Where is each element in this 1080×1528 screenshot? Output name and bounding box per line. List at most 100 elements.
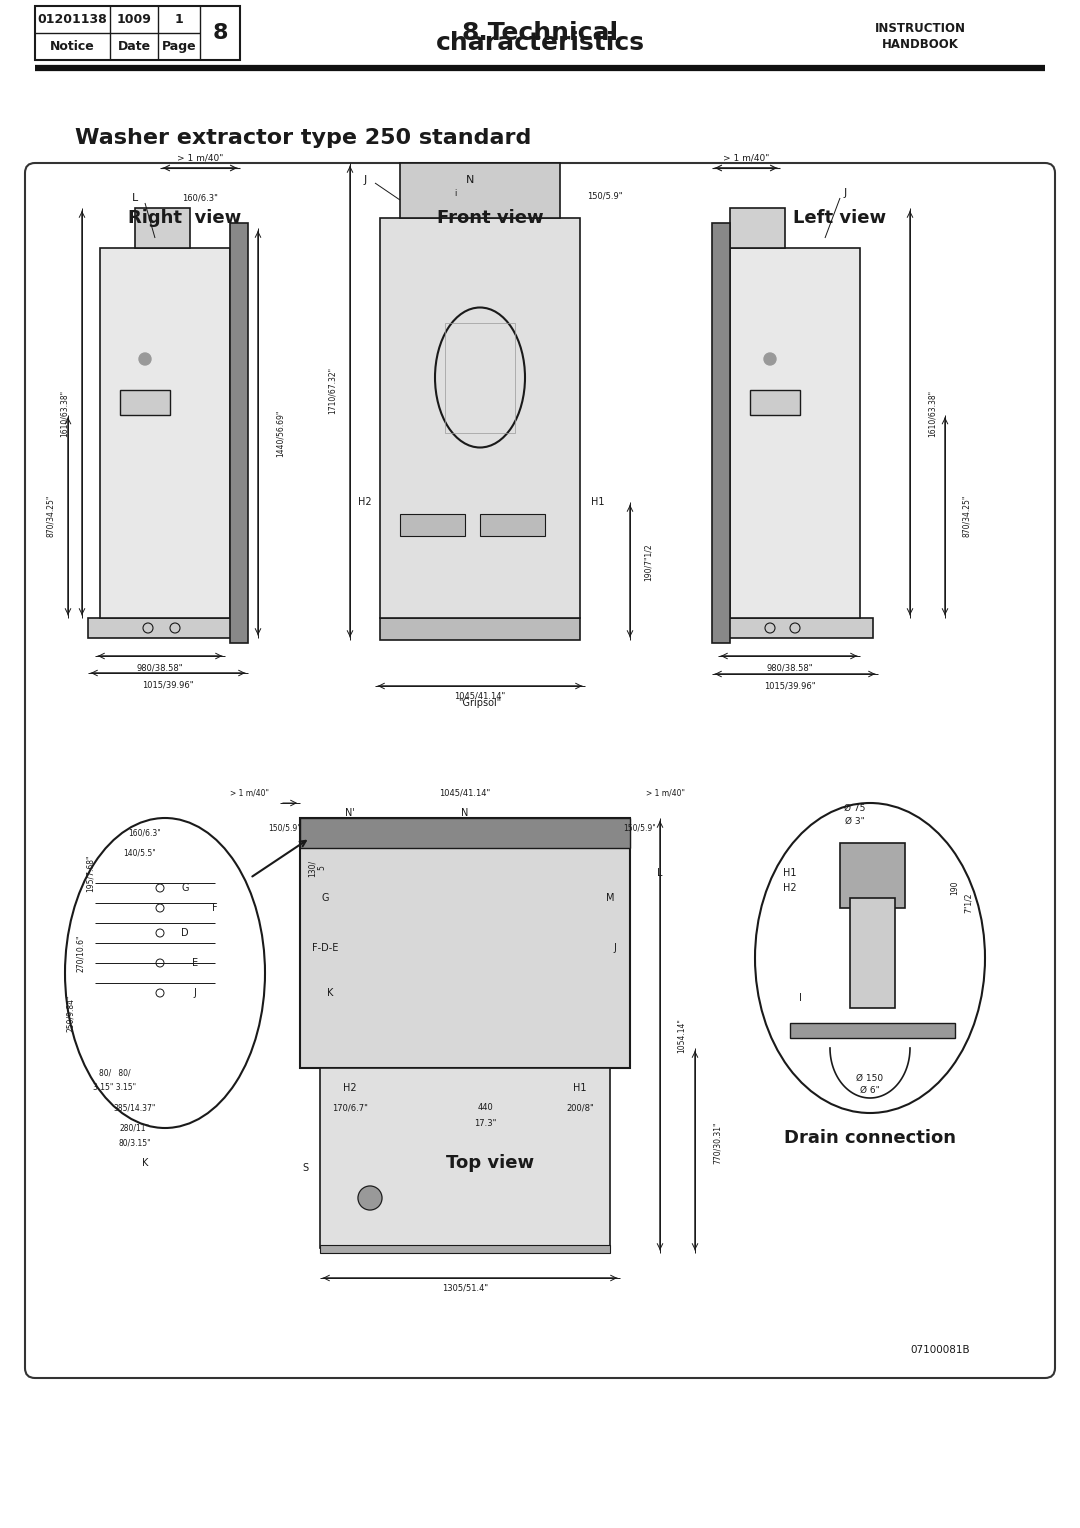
Text: 870/34.25": 870/34.25" — [45, 495, 54, 538]
Bar — [230, 223, 248, 643]
Text: H2: H2 — [783, 883, 797, 892]
Text: 80/   80/: 80/ 80/ — [99, 1068, 131, 1077]
Text: Front view: Front view — [436, 209, 543, 228]
Text: 770/30.31": 770/30.31" — [713, 1122, 721, 1164]
Text: 07100081B: 07100081B — [910, 1345, 970, 1355]
Text: > 1 m/40": > 1 m/40" — [230, 788, 270, 798]
Text: 870/34.25": 870/34.25" — [962, 495, 972, 538]
Text: 170/6.7": 170/6.7" — [332, 1103, 368, 1112]
Text: Left view: Left view — [794, 209, 887, 228]
Text: 130/: 130/ — [308, 859, 316, 877]
Text: 1710/67.32": 1710/67.32" — [327, 367, 337, 414]
Text: characteristics: characteristics — [435, 32, 645, 55]
Text: 8: 8 — [213, 23, 228, 43]
Text: K: K — [327, 989, 334, 998]
Text: Page: Page — [162, 40, 197, 53]
Text: Ø 3": Ø 3" — [846, 816, 865, 825]
Text: 190: 190 — [950, 880, 959, 895]
Text: 150/5.9": 150/5.9" — [269, 824, 301, 833]
Text: Ø 150: Ø 150 — [856, 1074, 883, 1082]
Text: Notice: Notice — [50, 40, 95, 53]
Bar — [730, 208, 785, 248]
Circle shape — [357, 1186, 382, 1210]
Text: 1009: 1009 — [117, 14, 151, 26]
Text: D: D — [181, 927, 189, 938]
Text: 01201138: 01201138 — [38, 14, 107, 26]
Text: i: i — [454, 188, 456, 197]
Text: Top view: Top view — [446, 1154, 535, 1172]
Text: 250/9.84": 250/9.84" — [66, 995, 75, 1031]
Text: HANDBOOK: HANDBOOK — [881, 38, 958, 50]
Bar — [380, 219, 580, 617]
Text: Right  view: Right view — [129, 209, 242, 228]
Bar — [120, 390, 170, 414]
Bar — [380, 617, 580, 640]
Bar — [730, 248, 860, 617]
Text: 280/11": 280/11" — [120, 1123, 150, 1132]
Text: H2: H2 — [359, 497, 372, 507]
Text: 1045/41.14": 1045/41.14" — [455, 692, 505, 700]
Text: J: J — [613, 943, 617, 953]
Text: 1305/51.4": 1305/51.4" — [442, 1284, 488, 1293]
Text: 1045/41.14": 1045/41.14" — [440, 788, 490, 798]
Bar — [850, 898, 895, 1008]
Bar — [300, 817, 630, 848]
Text: 160/6.3": 160/6.3" — [129, 828, 161, 837]
Text: 7"1/2: 7"1/2 — [963, 892, 972, 914]
Bar — [712, 223, 730, 643]
Text: K: K — [141, 1158, 148, 1167]
Text: 150/5.9": 150/5.9" — [588, 191, 623, 200]
Text: 160/6.3": 160/6.3" — [183, 194, 218, 203]
Text: F-D-E: F-D-E — [312, 943, 338, 953]
Text: 270/10.6": 270/10.6" — [76, 934, 84, 972]
Text: H1: H1 — [573, 1083, 586, 1093]
Text: 1610/63.38": 1610/63.38" — [928, 390, 936, 437]
Bar — [100, 248, 230, 617]
Text: 140/5.5": 140/5.5" — [123, 848, 157, 857]
Text: F: F — [212, 903, 218, 914]
Text: 1440/56.69": 1440/56.69" — [275, 410, 284, 457]
Bar — [718, 617, 873, 639]
Bar — [840, 843, 905, 908]
Bar — [35, 6, 240, 60]
Text: "Gripsol": "Gripsol" — [458, 698, 501, 707]
Text: G: G — [321, 892, 328, 903]
Text: J: J — [843, 188, 847, 199]
Text: 980/38.58": 980/38.58" — [767, 663, 813, 672]
Text: L: L — [658, 868, 663, 879]
Text: H1: H1 — [591, 497, 605, 507]
Text: 1: 1 — [175, 14, 184, 26]
Text: 17.3": 17.3" — [474, 1118, 496, 1128]
Text: H2: H2 — [343, 1083, 356, 1093]
Text: > 1 m/40": > 1 m/40" — [723, 153, 769, 162]
Text: 1015/39.96": 1015/39.96" — [765, 681, 815, 691]
Text: J: J — [363, 176, 366, 185]
Bar — [135, 208, 190, 248]
Text: Ø 6": Ø 6" — [860, 1085, 880, 1094]
Text: 8.Technical: 8.Technical — [461, 21, 619, 44]
Text: 3.15" 3.15": 3.15" 3.15" — [94, 1083, 136, 1093]
Bar — [445, 322, 515, 432]
Bar — [87, 617, 243, 639]
Text: I: I — [798, 993, 801, 1002]
Text: 1054.14": 1054.14" — [677, 1018, 687, 1053]
Text: > 1 m/40": > 1 m/40" — [177, 153, 224, 162]
Text: 150/5.9": 150/5.9" — [623, 824, 657, 833]
Text: Washer extractor type 250 standard: Washer extractor type 250 standard — [75, 128, 531, 148]
Text: 200/8": 200/8" — [566, 1103, 594, 1112]
Text: 1015/39.96": 1015/39.96" — [143, 680, 193, 689]
Bar — [400, 513, 465, 535]
Text: 5: 5 — [318, 865, 326, 871]
Text: N: N — [461, 808, 469, 817]
Bar — [750, 390, 800, 414]
Text: H1: H1 — [783, 868, 797, 879]
Text: INSTRUCTION: INSTRUCTION — [875, 23, 966, 35]
Text: J: J — [193, 989, 197, 998]
Text: N': N' — [346, 808, 355, 817]
Bar — [300, 817, 630, 1068]
Text: > 1 m/40": > 1 m/40" — [646, 788, 685, 798]
Circle shape — [764, 353, 777, 365]
Text: 1610/63.38": 1610/63.38" — [59, 390, 68, 437]
Text: 980/38.58": 980/38.58" — [137, 663, 184, 672]
FancyBboxPatch shape — [25, 163, 1055, 1378]
